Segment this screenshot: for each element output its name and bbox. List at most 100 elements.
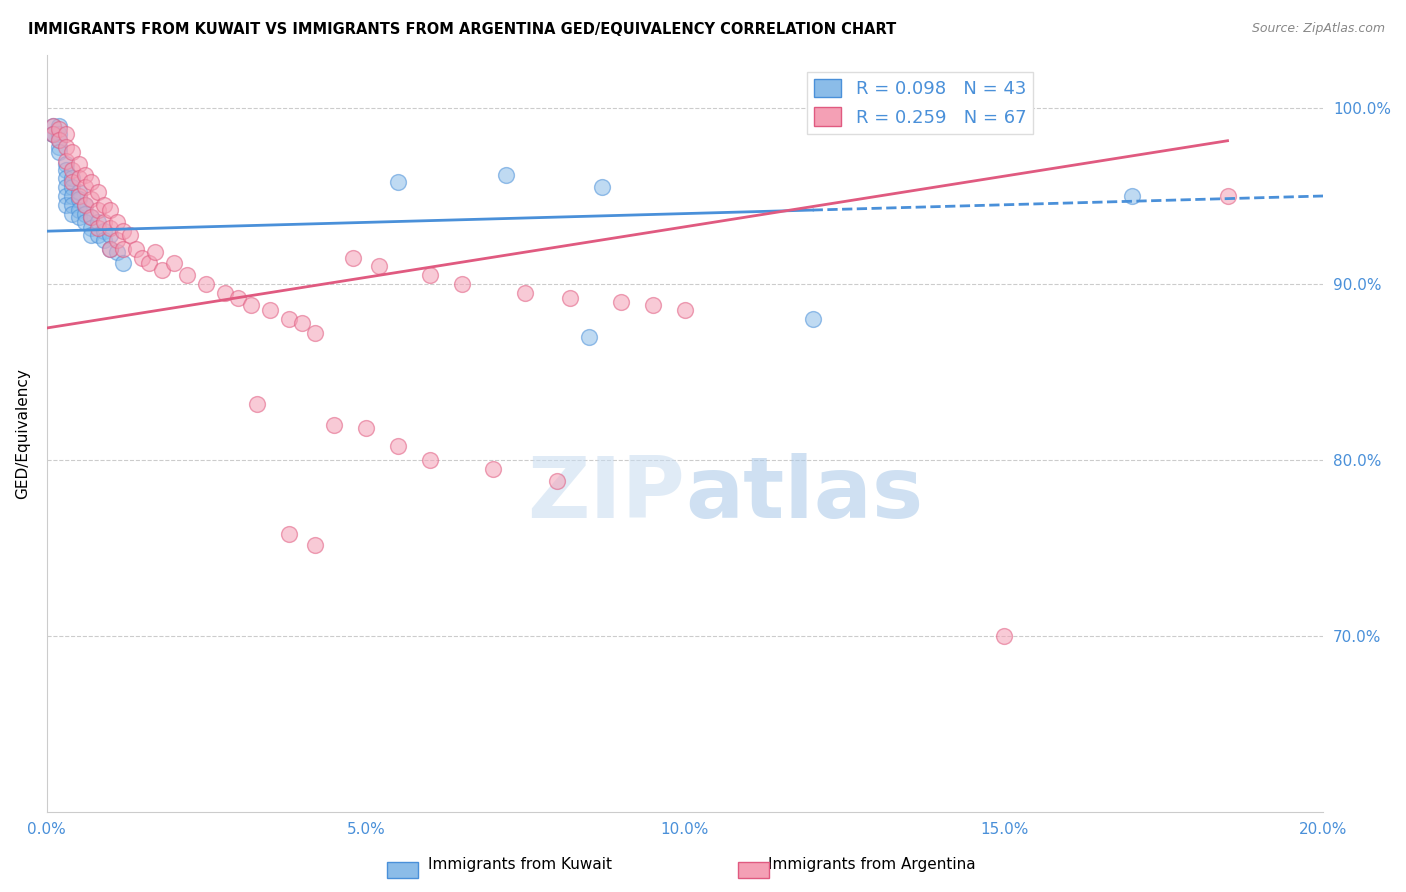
Point (42, 119, 65, 133)
Point (60, 198, 83, 212)
Point (48, 122, 70, 136)
Point (93, 215, 115, 229)
Y-axis label: GED/Equivalency: GED/Equivalency (15, 368, 30, 500)
Point (246, 397, 269, 411)
Point (546, 474, 568, 488)
Point (80, 220, 103, 235)
Point (558, 291, 581, 305)
Point (419, 453, 441, 467)
Point (73, 168, 96, 182)
Point (515, 285, 537, 300)
Text: ZIP: ZIP (527, 453, 685, 536)
Point (239, 298, 262, 312)
Text: atlas: atlas (685, 453, 924, 536)
Point (591, 180, 613, 194)
Point (125, 242, 148, 256)
Point (291, 316, 314, 330)
Point (55, 180, 77, 194)
Point (55, 139, 77, 153)
Point (100, 242, 122, 256)
Point (60, 171, 83, 186)
Point (150, 263, 173, 277)
Point (93, 198, 115, 212)
Point (801, 312, 824, 326)
Point (42, 119, 65, 133)
Text: Immigrants from Argentina: Immigrants from Argentina (768, 857, 976, 872)
Point (112, 224, 135, 238)
Point (278, 312, 301, 326)
Point (322, 417, 344, 432)
Point (87, 220, 110, 235)
Point (48, 133, 70, 147)
Point (93, 233, 115, 247)
Point (73, 198, 96, 212)
Point (143, 245, 166, 260)
Point (67, 189, 90, 203)
Point (73, 180, 96, 194)
Text: Source: ZipAtlas.com: Source: ZipAtlas.com (1251, 22, 1385, 36)
Point (80, 210, 103, 224)
Point (105, 245, 128, 260)
Point (118, 227, 141, 242)
Point (42, 128, 65, 142)
Point (163, 256, 186, 270)
Point (278, 527, 301, 541)
Point (42, 128, 65, 142)
Point (482, 462, 505, 476)
Point (105, 233, 128, 247)
Point (48, 119, 70, 133)
Point (42, 128, 65, 142)
Point (55, 189, 77, 203)
Point (450, 277, 472, 291)
Point (55, 128, 77, 142)
Point (495, 168, 517, 182)
Point (55, 157, 77, 171)
Point (48, 145, 70, 159)
Point (67, 202, 90, 217)
Point (55, 198, 77, 212)
Point (387, 175, 409, 189)
Point (419, 268, 441, 283)
Point (73, 206, 96, 220)
Point (367, 260, 389, 274)
Point (100, 242, 122, 256)
Point (304, 537, 326, 551)
Point (80, 175, 103, 189)
Point (641, 298, 664, 312)
Point (80, 193, 103, 207)
Point (67, 157, 90, 171)
Point (138, 256, 160, 270)
Point (93, 224, 115, 238)
Point (87, 215, 110, 229)
Point (176, 268, 198, 283)
Point (354, 421, 377, 435)
Point (673, 303, 696, 318)
Point (60, 145, 83, 159)
Point (67, 186, 90, 200)
Point (1216, 189, 1239, 203)
Point (55, 162, 77, 177)
Point (67, 171, 90, 186)
Point (610, 294, 633, 309)
Point (80, 227, 103, 242)
Point (112, 256, 135, 270)
Point (67, 193, 90, 207)
Point (87, 227, 110, 242)
Point (60, 162, 83, 177)
Point (48, 128, 70, 142)
Point (60, 206, 83, 220)
Point (112, 242, 135, 256)
Point (214, 285, 236, 300)
Point (195, 277, 218, 291)
Point (73, 198, 96, 212)
Point (80, 210, 103, 224)
Point (55, 153, 77, 168)
Point (105, 215, 128, 229)
Point (259, 303, 281, 318)
Point (578, 330, 600, 344)
Legend: R = 0.098   N = 43, R = 0.259   N = 67: R = 0.098 N = 43, R = 0.259 N = 67 (807, 71, 1033, 134)
Point (226, 291, 249, 305)
Point (100, 220, 122, 235)
Point (73, 215, 96, 229)
Point (100, 227, 122, 242)
